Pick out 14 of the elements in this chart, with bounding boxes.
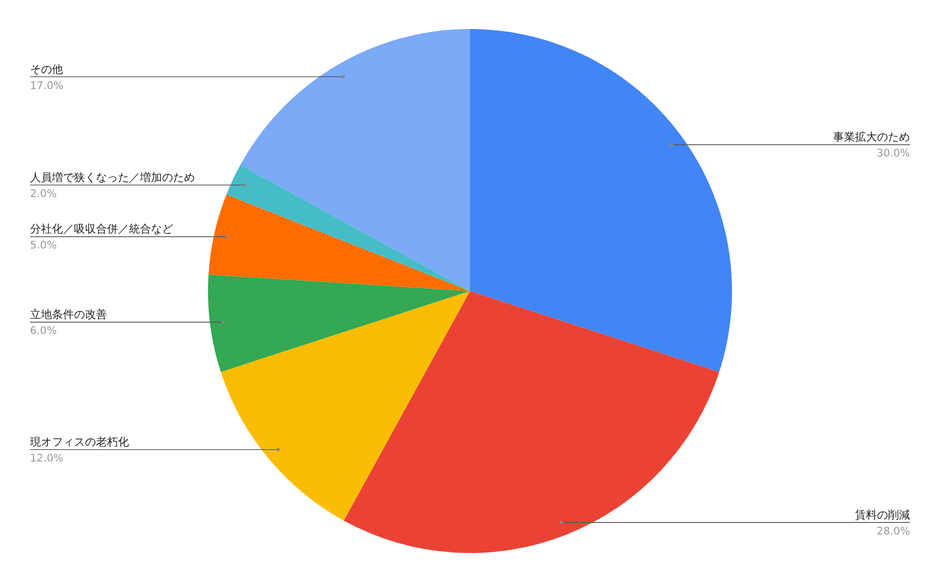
- slice-label: 分社化／吸収合併／統合など: [30, 222, 173, 236]
- data-label: 12.0%: [30, 452, 64, 465]
- data-label: 2.0%: [30, 188, 57, 200]
- data-label: 5.0%: [30, 240, 57, 252]
- slice-label: 事業拡大のため: [833, 130, 910, 144]
- slice-label: 現オフィスの老朽化: [30, 436, 129, 449]
- slice-label: その他: [30, 62, 63, 76]
- slice-label: 立地条件の改善: [30, 308, 107, 322]
- data-label: 30.0%: [876, 148, 910, 160]
- data-label: 6.0%: [30, 325, 57, 338]
- slice-label: 賃料の削減: [855, 508, 910, 522]
- data-label: 17.0%: [30, 80, 64, 92]
- data-label: 28.0%: [876, 525, 910, 538]
- slice-label: 人員増で狭くなった／増加のため: [30, 171, 195, 184]
